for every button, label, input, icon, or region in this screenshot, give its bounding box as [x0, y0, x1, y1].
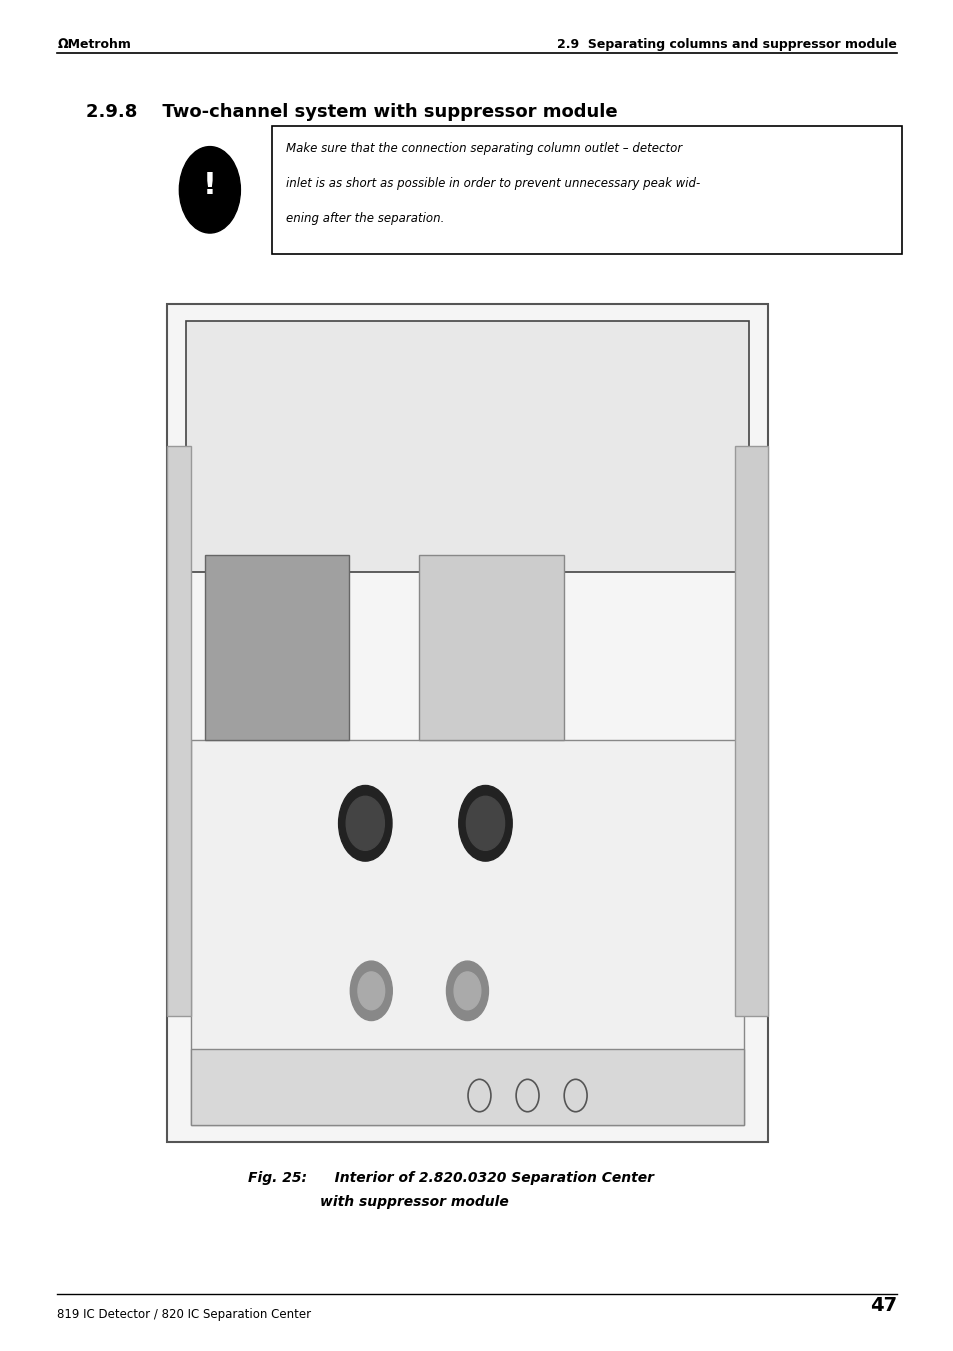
Text: 819 IC Detector / 820 IC Separation Center: 819 IC Detector / 820 IC Separation Cent… — [57, 1308, 311, 1321]
Text: ΩMetrohm: ΩMetrohm — [57, 38, 131, 51]
Text: with suppressor module: with suppressor module — [319, 1196, 508, 1209]
Circle shape — [338, 785, 392, 861]
Text: 2.9.8    Two-channel system with suppressor module: 2.9.8 Two-channel system with suppressor… — [86, 103, 617, 120]
Text: Interior of 2.820.0320 Separation Center: Interior of 2.820.0320 Separation Center — [319, 1171, 653, 1185]
Circle shape — [454, 971, 480, 1009]
FancyBboxPatch shape — [191, 1050, 743, 1125]
Text: 47: 47 — [869, 1296, 896, 1315]
Text: Fig. 25:: Fig. 25: — [248, 1171, 307, 1185]
Text: !: ! — [203, 172, 216, 200]
FancyBboxPatch shape — [167, 304, 767, 1142]
Text: inlet is as short as possible in order to prevent unnecessary peak wid-: inlet is as short as possible in order t… — [286, 177, 700, 190]
FancyBboxPatch shape — [191, 739, 743, 1125]
Text: ening after the separation.: ening after the separation. — [286, 212, 444, 226]
Circle shape — [466, 796, 504, 850]
Circle shape — [346, 796, 384, 850]
FancyBboxPatch shape — [419, 555, 563, 739]
Text: Make sure that the connection separating column outlet – detector: Make sure that the connection separating… — [286, 142, 681, 155]
Circle shape — [446, 961, 488, 1020]
FancyBboxPatch shape — [186, 320, 748, 571]
Circle shape — [350, 961, 392, 1020]
FancyBboxPatch shape — [205, 555, 349, 739]
FancyBboxPatch shape — [167, 446, 191, 1016]
Circle shape — [179, 147, 240, 232]
Circle shape — [357, 971, 384, 1009]
Circle shape — [458, 785, 512, 861]
Text: 2.9  Separating columns and suppressor module: 2.9 Separating columns and suppressor mo… — [557, 38, 896, 51]
FancyBboxPatch shape — [734, 446, 767, 1016]
FancyBboxPatch shape — [272, 126, 901, 254]
